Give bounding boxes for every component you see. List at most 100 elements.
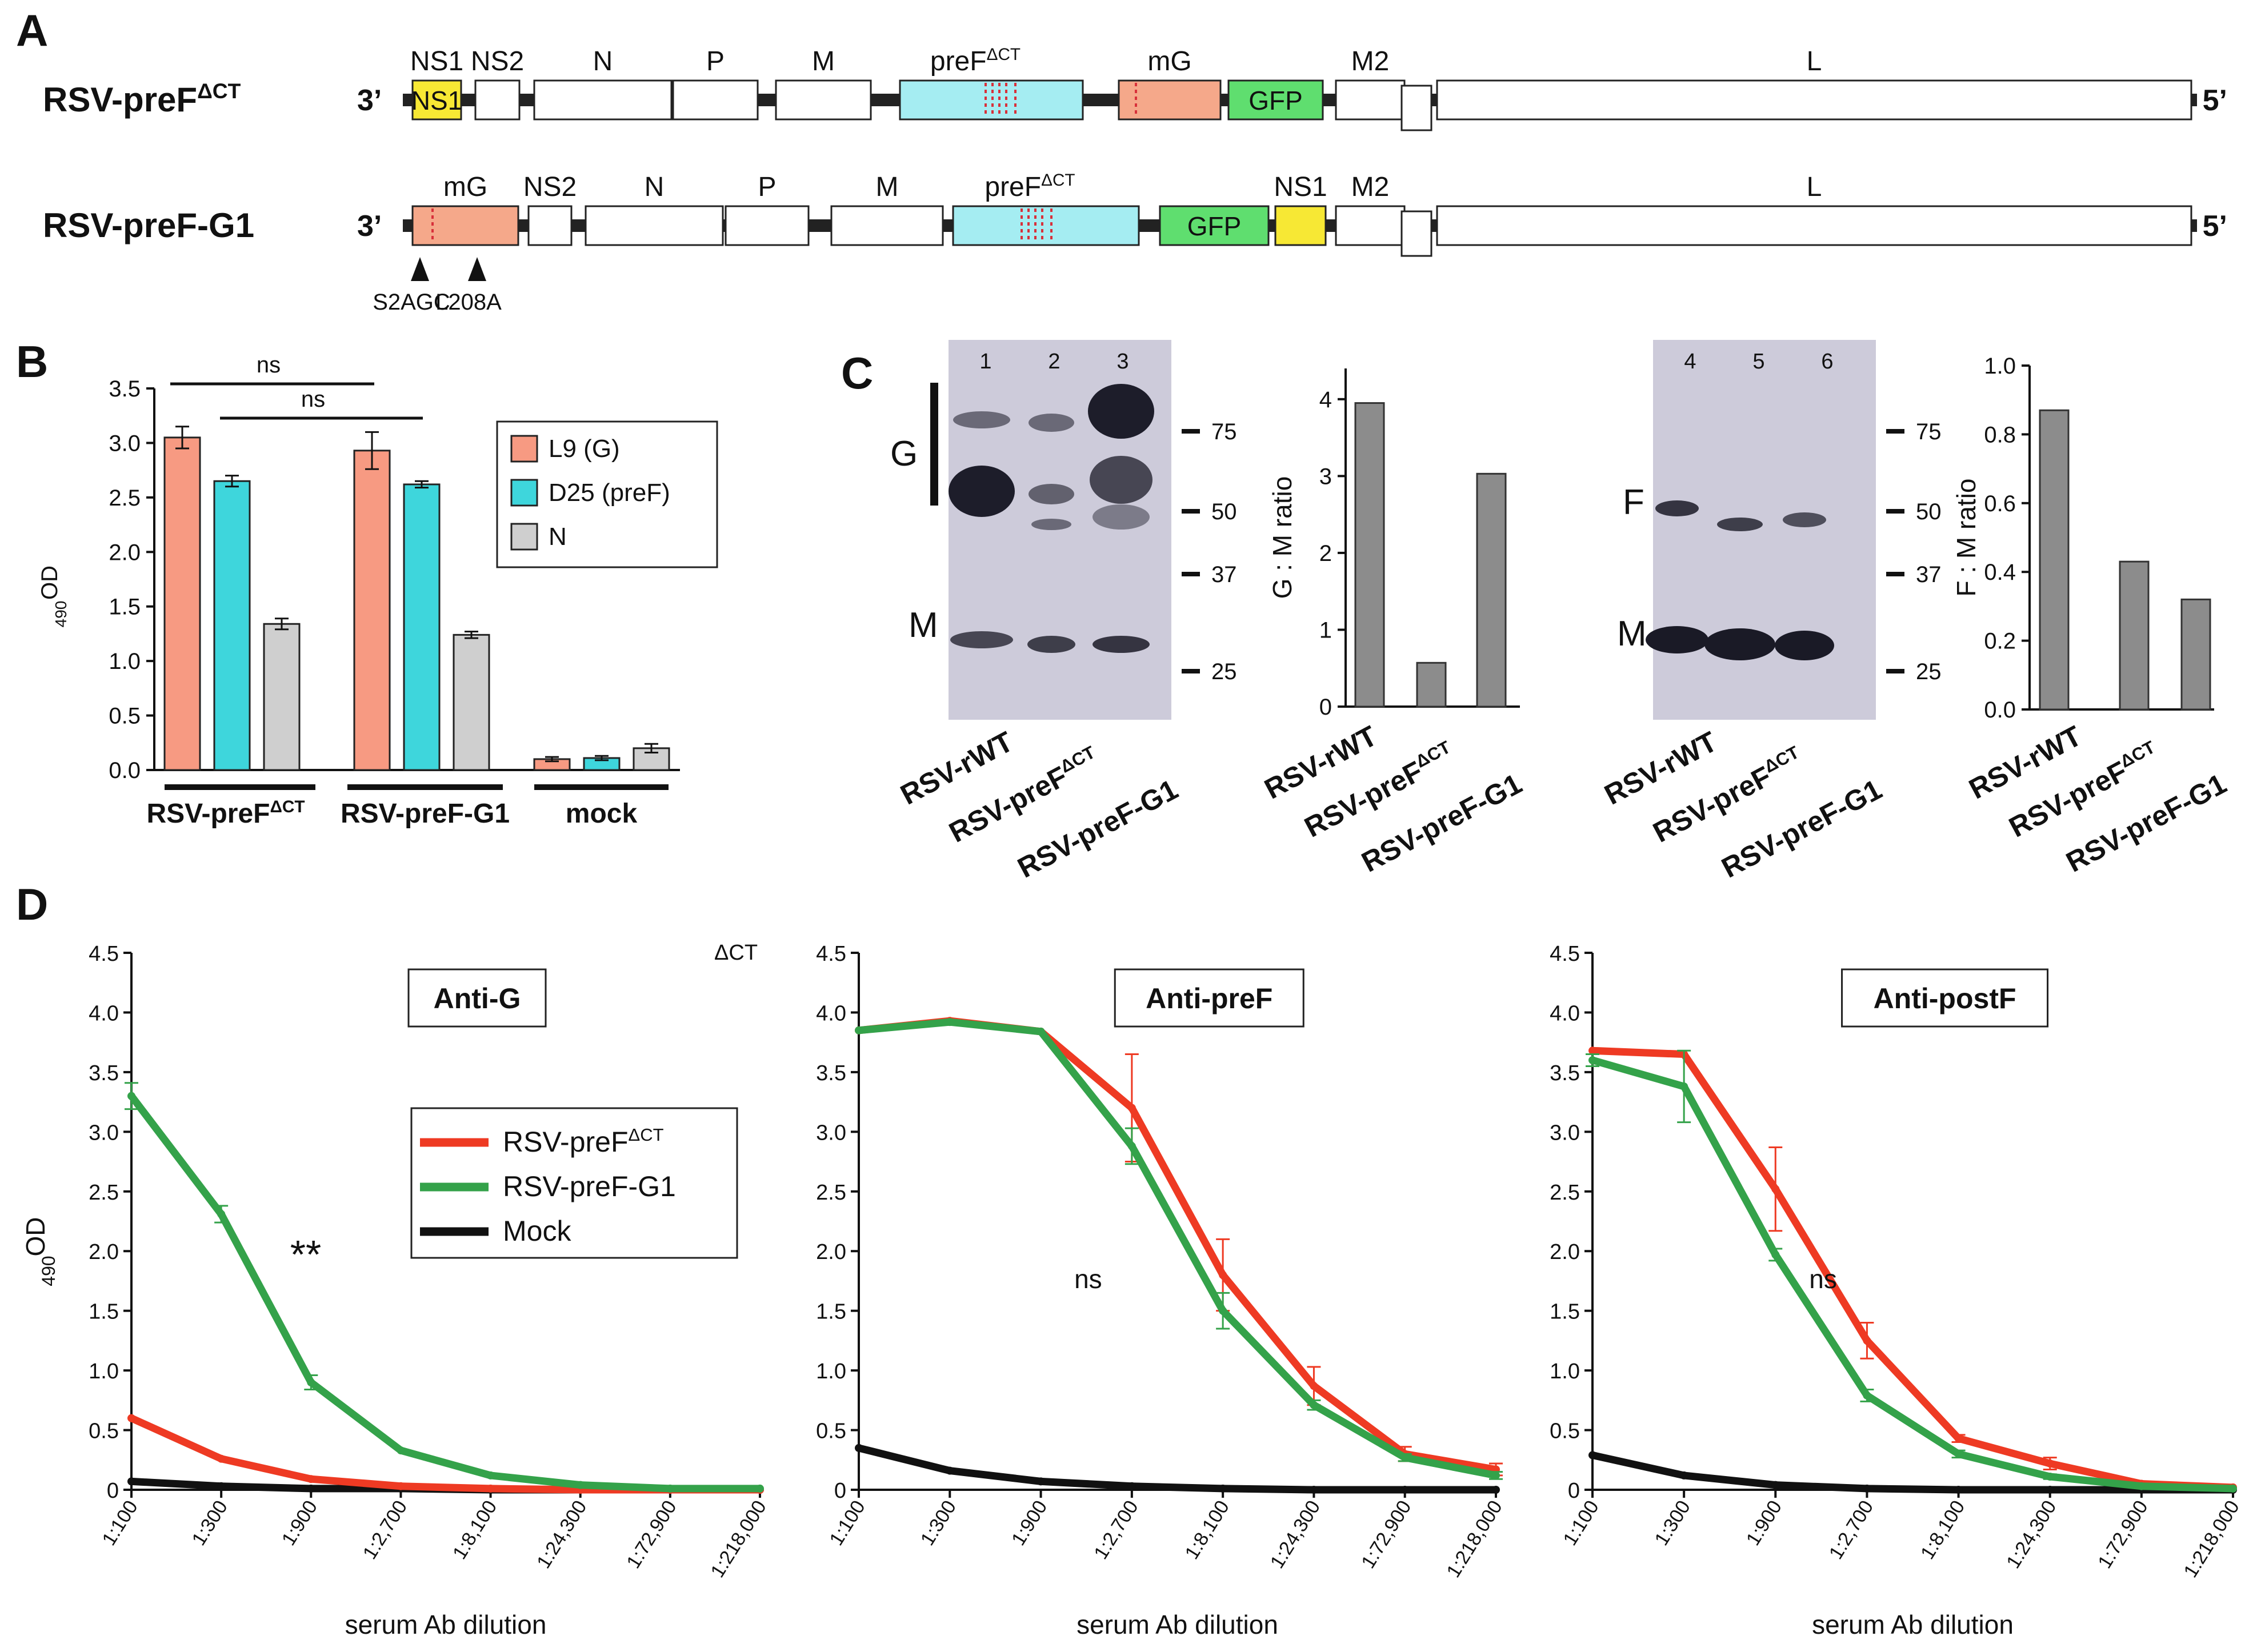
y-tick-label: 2.5 <box>816 1181 846 1205</box>
data-point <box>1954 1486 1963 1494</box>
x-tick-label: 1:900 <box>1007 1497 1051 1549</box>
western-blot: 4 5 675503725FMRSV-rWTRSV-preFΔCTRSV-preF-… <box>1599 340 1942 884</box>
y-tick-label: 0.5 <box>109 704 141 729</box>
chart-title: Anti-G <box>434 983 521 1015</box>
gene-box <box>474 79 521 121</box>
lane-number: 1 <box>979 350 991 374</box>
band-label-f: F <box>1623 483 1644 522</box>
y-tick-label: 1.0 <box>816 1360 846 1384</box>
bar-l9 <box>163 436 201 771</box>
chart-c-ratio: 0.00.20.40.60.81.0F : M ratioRSV-rWTRSV-… <box>1951 354 2231 879</box>
gene-box <box>533 79 673 121</box>
y-tick-label: 2.0 <box>109 540 141 565</box>
gene-label: N <box>593 46 613 77</box>
marker-label: 25 <box>1211 659 1237 684</box>
legend-label: D25 (preF) <box>549 479 670 507</box>
y-tick-label: 2.0 <box>816 1240 846 1264</box>
data-point <box>1400 1486 1409 1494</box>
marker-label: 25 <box>1916 659 1942 684</box>
western-blot: 1 2 375503725GMRSV-rWTRSV-preFΔCTRSV-preF-… <box>890 340 1237 884</box>
gene-box-label: GFP <box>1187 211 1242 241</box>
end-5-label: 5’ <box>2203 210 2227 243</box>
protein-band <box>1783 512 1826 527</box>
data-point <box>855 1026 863 1034</box>
series-line <box>1591 1451 2233 1494</box>
x-tick-label: 1:2,700 <box>1825 1497 1878 1563</box>
gene-box <box>775 79 872 121</box>
y-tick-label: 1.5 <box>816 1300 846 1324</box>
data-point <box>1037 1027 1045 1036</box>
gene-label: NS2 <box>523 172 577 202</box>
data-point <box>1588 1451 1596 1459</box>
panel-letter-d: D <box>16 879 48 929</box>
marker-label: 37 <box>1916 562 1942 587</box>
y-tick-label: 0.2 <box>1984 629 2016 654</box>
gene-label: NS1 <box>410 46 463 77</box>
legend-swatch <box>510 479 538 507</box>
legend-swatch <box>510 435 538 463</box>
chart-title-box <box>1114 968 1304 1028</box>
end-3-label: 3’ <box>357 84 382 117</box>
gene-label: NS2 <box>471 46 524 77</box>
y-tick-label: 0.5 <box>816 1420 846 1444</box>
marker-label: 37 <box>1211 562 1237 587</box>
protein-band <box>1775 631 1834 660</box>
bar-n <box>263 623 301 771</box>
x-axis-label: serum Ab dilution <box>1077 1610 1278 1639</box>
y-tick-label: 2.5 <box>109 486 141 511</box>
mutation-arrow <box>468 257 486 281</box>
stray-label: ΔCT <box>714 941 758 965</box>
construct-name: RSV-preFΔCT <box>43 79 241 119</box>
legend-label: RSV-preF-G1 <box>503 1170 676 1202</box>
significance-label: ns <box>1074 1264 1102 1294</box>
group-label: RSV-preF-G1 <box>341 799 510 829</box>
gene-label: N <box>645 172 665 202</box>
lane-number: 4 <box>1684 350 1696 374</box>
marker-label: 75 <box>1211 419 1237 444</box>
y-tick-label: 2 <box>1319 541 1332 566</box>
gene-box <box>1227 79 1324 121</box>
gene-box <box>1159 205 1270 246</box>
band-label-m: M <box>1617 614 1647 653</box>
gene-box-label: NS1 <box>411 86 462 115</box>
protein-band <box>953 411 1010 428</box>
y-tick-label: 4 <box>1319 387 1332 412</box>
y-tick-label: 2.0 <box>1550 1240 1580 1264</box>
m2-2-box <box>1400 85 1432 131</box>
protein-band <box>1093 504 1150 530</box>
protein-band <box>1090 456 1152 504</box>
blot-membrane <box>1653 340 1876 720</box>
data-point <box>855 1444 863 1452</box>
y-tick-label: 0.8 <box>1984 422 2016 447</box>
y-tick-label: 0.0 <box>109 758 141 783</box>
protein-band <box>950 631 1013 648</box>
data-point <box>486 1471 495 1479</box>
y-tick-label: 0.5 <box>1550 1420 1580 1444</box>
series-line <box>130 1414 760 1494</box>
data-point <box>1310 1486 1318 1494</box>
bar-n <box>453 633 490 771</box>
protein-band <box>1717 518 1763 531</box>
m2-2-box <box>1400 210 1432 257</box>
y-tick-label: 0 <box>834 1479 846 1503</box>
ratio-bar <box>2119 560 2150 711</box>
panel-letter-b: B <box>16 336 48 387</box>
y-axis-label: OD <box>37 566 62 600</box>
group-label: mock <box>566 799 638 829</box>
gene-label: mG <box>443 172 487 202</box>
data-point <box>2137 1482 2146 1490</box>
protein-band <box>1655 500 1699 516</box>
x-tick-label: 1:100 <box>1559 1497 1603 1549</box>
panel-letter-c: C <box>841 348 873 398</box>
protein-band <box>1027 636 1075 653</box>
y-tick-label: 0.5 <box>89 1420 119 1444</box>
data-point <box>1863 1484 1871 1493</box>
y-tick-label: 3.5 <box>1550 1061 1580 1085</box>
panel-letter-a: A <box>16 5 48 55</box>
y-tick-label: 3.5 <box>109 376 141 402</box>
y-tick-label: 0 <box>107 1479 119 1503</box>
y-tick-label: 1.0 <box>1984 354 2016 379</box>
x-tick-label: 1:900 <box>278 1497 322 1549</box>
